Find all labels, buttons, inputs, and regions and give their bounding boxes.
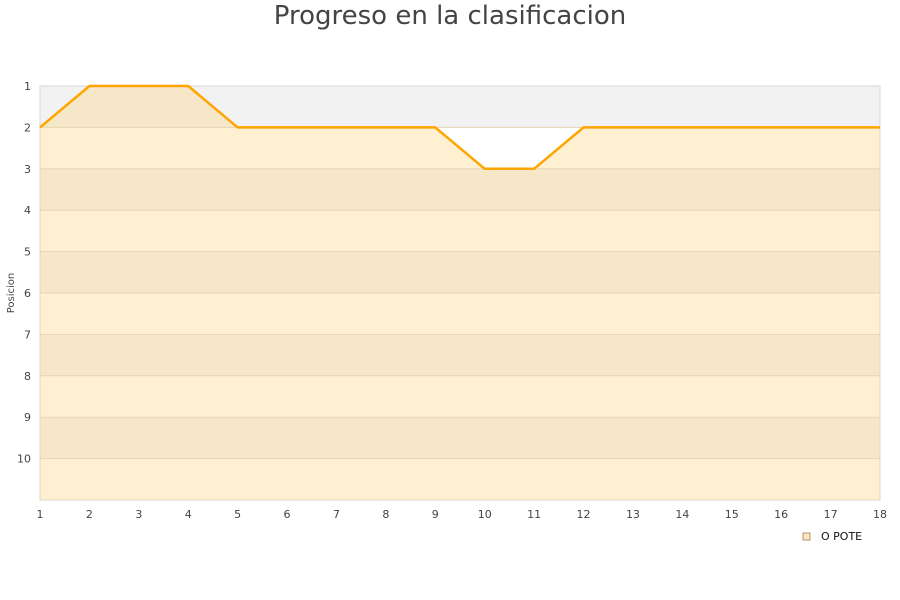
band bbox=[40, 375, 880, 418]
x-tick-label: 11 bbox=[527, 508, 541, 521]
x-tick-label: 4 bbox=[185, 508, 192, 521]
x-tick-label: 9 bbox=[432, 508, 439, 521]
x-tick-label: 15 bbox=[725, 508, 739, 521]
x-tick-label: 7 bbox=[333, 508, 340, 521]
y-tick-label: 6 bbox=[24, 287, 31, 300]
legend-label: O POTE bbox=[821, 530, 862, 543]
y-tick-label: 2 bbox=[24, 121, 31, 134]
x-tick-label: 14 bbox=[675, 508, 689, 521]
y-tick-label: 3 bbox=[24, 163, 31, 176]
band bbox=[40, 86, 880, 128]
x-tick-label: 16 bbox=[774, 508, 788, 521]
x-tick-label: 18 bbox=[873, 508, 887, 521]
y-tick-label: 5 bbox=[24, 246, 31, 259]
x-tick-label: 8 bbox=[382, 508, 389, 521]
x-tick-label: 2 bbox=[86, 508, 93, 521]
band bbox=[40, 458, 880, 500]
x-tick-label: 6 bbox=[284, 508, 291, 521]
chart-title: Progreso en la clasificacion bbox=[273, 1, 627, 31]
x-tick-label: 3 bbox=[135, 508, 142, 521]
x-tick-label: 12 bbox=[577, 508, 591, 521]
x-tick-label: 1 bbox=[37, 508, 44, 521]
band bbox=[40, 251, 880, 293]
y-tick-label: 9 bbox=[24, 411, 31, 424]
x-tick-label: 10 bbox=[478, 508, 492, 521]
x-tick-label: 17 bbox=[824, 508, 838, 521]
band bbox=[40, 417, 880, 459]
y-tick-label: 7 bbox=[24, 328, 31, 341]
band bbox=[40, 293, 880, 335]
legend-swatch bbox=[802, 532, 811, 541]
y-tick-label: 10 bbox=[17, 453, 31, 466]
x-tick-label: 5 bbox=[234, 508, 241, 521]
series-line bbox=[39, 84, 880, 171]
y-tick-label: 4 bbox=[24, 204, 31, 217]
y-tick-label: 8 bbox=[24, 370, 31, 383]
band bbox=[40, 210, 880, 252]
x-tick-label: 13 bbox=[626, 508, 640, 521]
band bbox=[40, 334, 880, 376]
y-tick-label: 1 bbox=[24, 80, 31, 93]
band bbox=[40, 168, 880, 211]
y-axis-label: Posicion bbox=[6, 273, 17, 314]
